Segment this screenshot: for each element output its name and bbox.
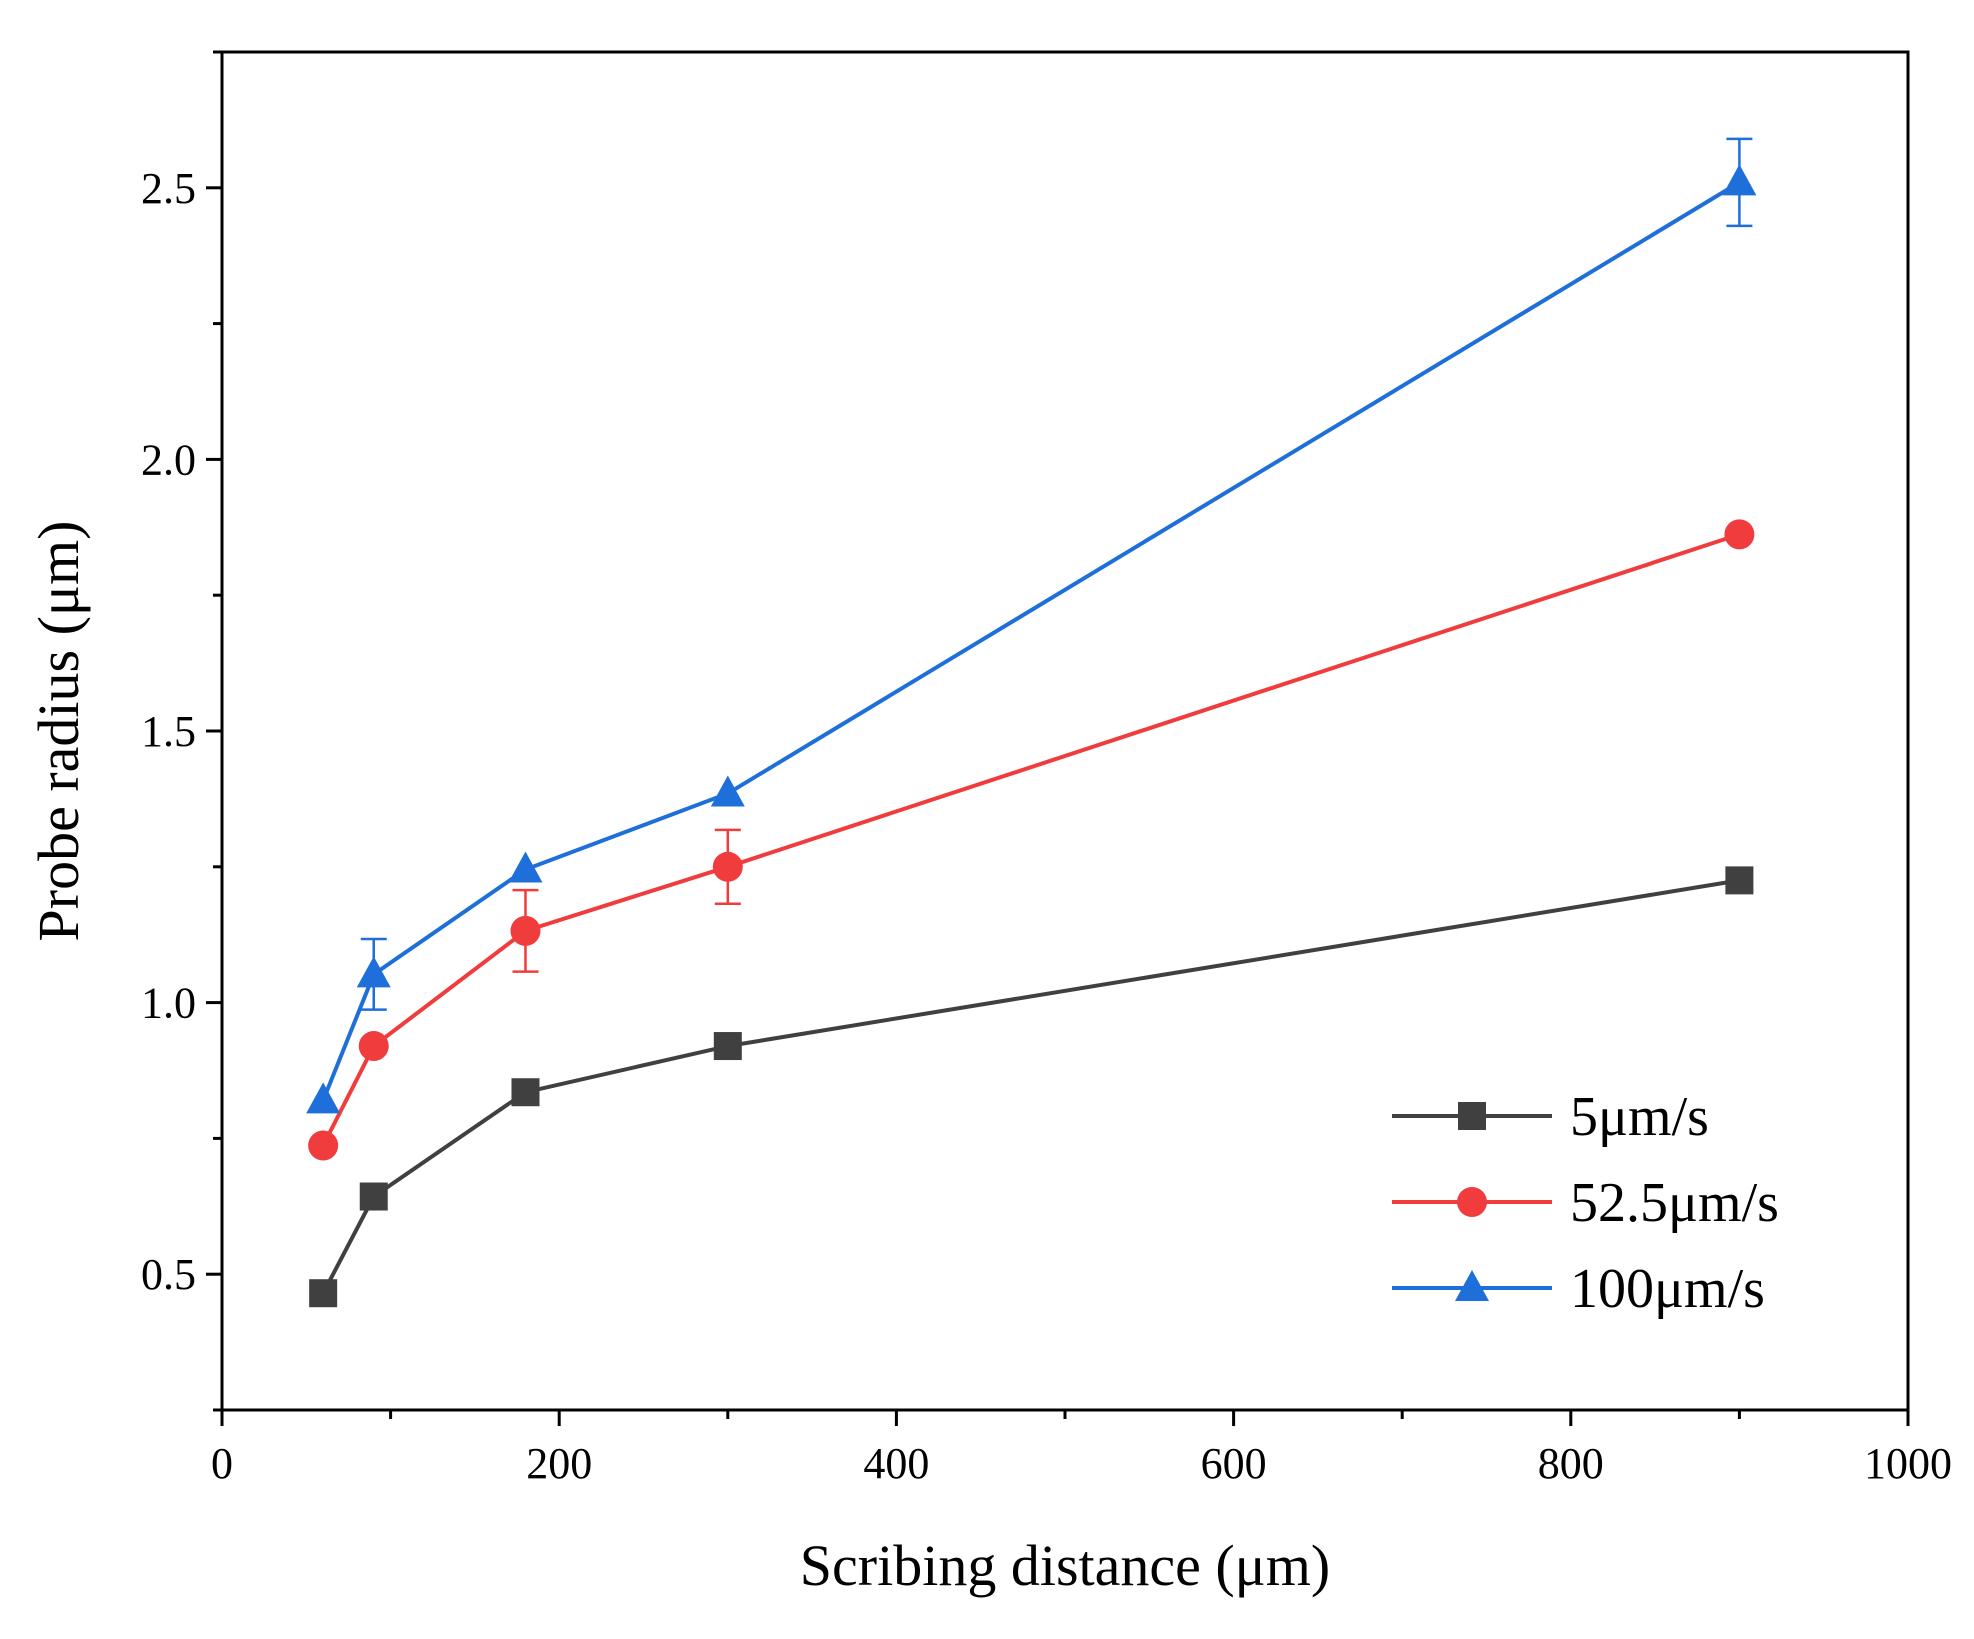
legend-label: 100μm/s: [1570, 1258, 1765, 1320]
y-axis-title: Probe radius (μm): [26, 521, 91, 942]
legend-label: 52.5μm/s: [1570, 1172, 1779, 1234]
series-1: [309, 866, 1754, 1308]
legend-label: 5μm/s: [1570, 1086, 1709, 1148]
y-tick-label: 1.5: [141, 707, 196, 756]
series-line: [321, 180, 1741, 1102]
triangle-marker: [356, 956, 391, 988]
circle-marker: [510, 915, 541, 946]
legend-item-2: 52.5μm/s: [1392, 1172, 1779, 1234]
x-tick-label: 200: [526, 1439, 592, 1488]
legend-item-1: 5μm/s: [1392, 1086, 1709, 1148]
series-layer: [306, 137, 1757, 1308]
legend-item-3: 100μm/s: [1392, 1258, 1765, 1320]
x-tick-label: 800: [1538, 1439, 1604, 1488]
circle-marker: [308, 1130, 339, 1161]
axes: 0 200 400 600 800 1000 0.5 1.0 1.5 2.0 2.5: [141, 50, 1952, 1488]
circle-marker: [358, 1031, 389, 1062]
square-marker: [1458, 1102, 1486, 1130]
square-marker: [1725, 866, 1754, 895]
square-marker: [511, 1078, 540, 1107]
series-line: [321, 532, 1741, 1147]
square-marker: [713, 1032, 742, 1061]
circle-marker: [1457, 1187, 1487, 1217]
circle-marker: [712, 851, 743, 882]
triangle-marker: [1722, 164, 1757, 196]
y-tick-label: 1.0: [141, 979, 196, 1028]
x-tick-label: 400: [863, 1439, 929, 1488]
triangle-marker: [508, 851, 543, 883]
x-tick-label: 600: [1201, 1439, 1267, 1488]
y-tick-label: 0.5: [141, 1250, 196, 1299]
triangle-marker: [306, 1082, 341, 1114]
series-2: [308, 519, 1755, 1161]
triangle-marker: [1455, 1270, 1489, 1301]
legend: 5μm/s 52.5μm/s 100μm/s: [1392, 1086, 1779, 1320]
circle-marker: [1724, 519, 1755, 550]
square-marker: [359, 1182, 388, 1211]
x-tick-label: 1000: [1864, 1439, 1952, 1488]
triangle-marker: [710, 775, 745, 807]
y-tick-label: 2.0: [141, 435, 196, 484]
y-tick-label: 2.5: [141, 164, 196, 213]
x-tick-label: 0: [211, 1439, 233, 1488]
series-3: [306, 137, 1757, 1114]
square-marker: [309, 1279, 338, 1308]
x-axis-title: Scribing distance (μm): [800, 1533, 1330, 1598]
